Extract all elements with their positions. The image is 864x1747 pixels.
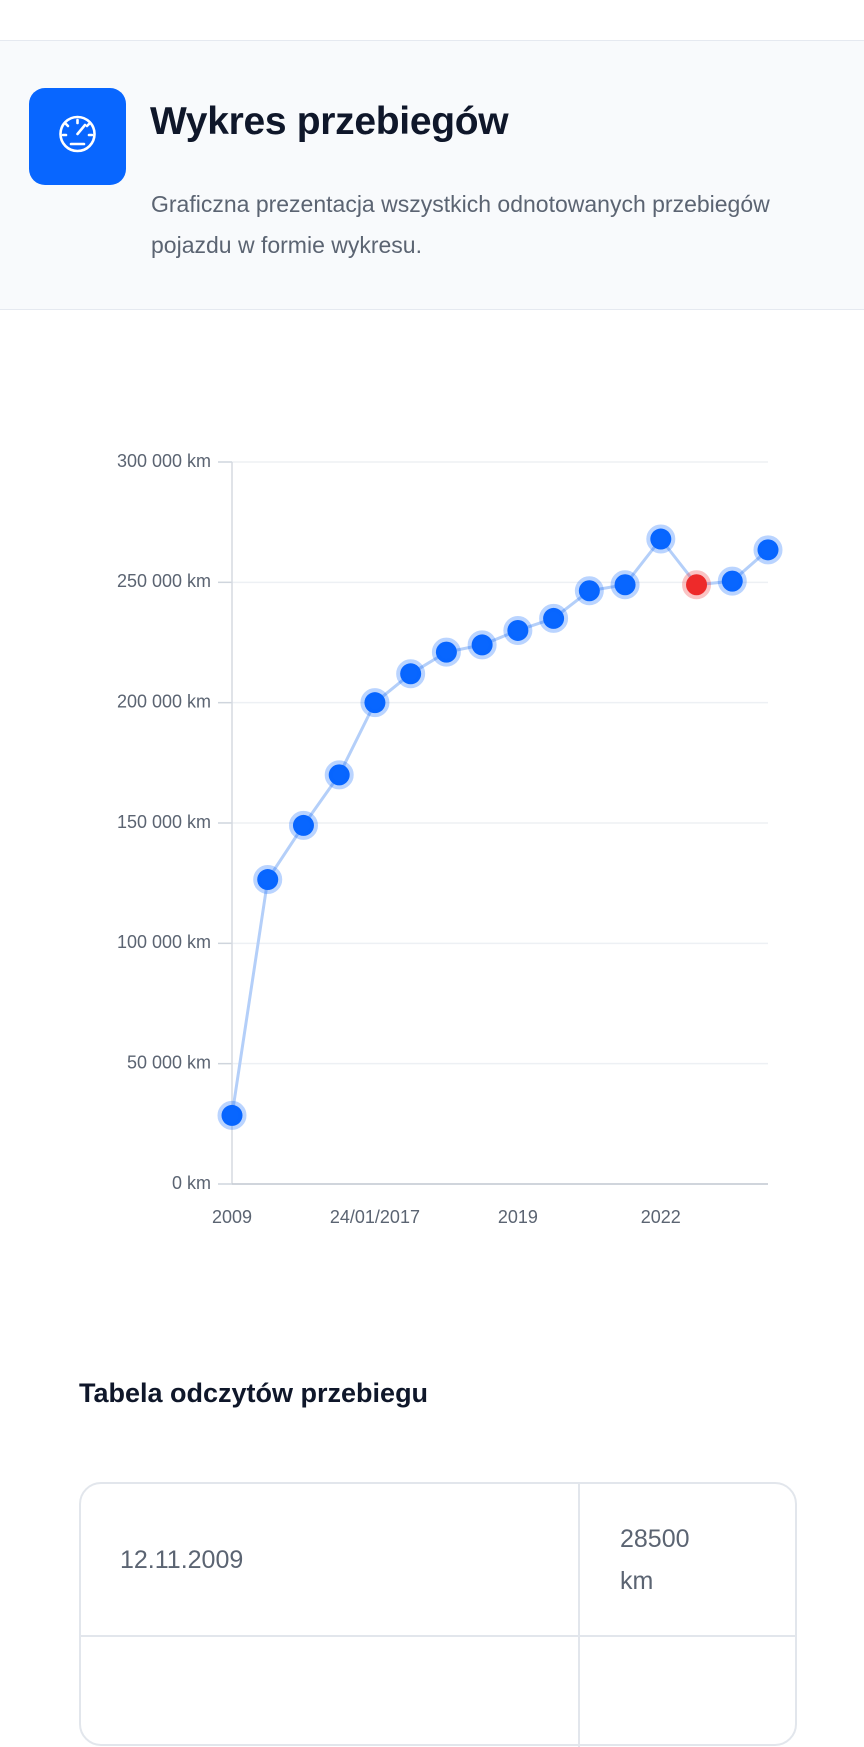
table-cell: 12.11.2009 xyxy=(81,1484,580,1637)
data-point xyxy=(503,615,533,645)
data-point xyxy=(717,566,747,596)
table-title: Tabela odczytów przebiegu xyxy=(79,1378,429,1408)
table-cell xyxy=(81,1637,580,1747)
x-tick-label: 2019 xyxy=(498,1207,538,1227)
data-point xyxy=(360,688,390,718)
speedometer-icon xyxy=(59,115,96,153)
chart: 0 km 50 000 km 100 000 km 150 000 km 200 000… xyxy=(117,451,783,1227)
data-point xyxy=(288,810,318,840)
line xyxy=(230,536,769,1116)
y-tick-label: 150 000 km xyxy=(117,812,211,832)
data-point xyxy=(217,1100,247,1130)
x-tick-label: 2022 xyxy=(641,1207,681,1227)
y-tick-label: 200 000 km xyxy=(117,691,211,711)
y-tick-label: 0 km xyxy=(172,1173,211,1193)
data-point xyxy=(324,760,354,790)
data-point xyxy=(646,524,676,554)
date: 12.11.2009 xyxy=(120,1546,244,1574)
header xyxy=(0,40,864,310)
data-point xyxy=(753,535,783,565)
subtitle: Graficzna prezentacja wszystkich odnotow… xyxy=(151,191,770,258)
data-point xyxy=(539,603,569,633)
x-tick-label: 24/01/2017 xyxy=(330,1207,420,1227)
data-point xyxy=(431,637,461,667)
table: 12.11.2009 28500 km xyxy=(79,1482,797,1747)
icon xyxy=(29,88,126,185)
mileage: 28500 km xyxy=(620,1525,690,1595)
title: Wykres przebiegów xyxy=(150,100,509,143)
data-point xyxy=(610,570,640,600)
data-point xyxy=(682,570,712,600)
data-point xyxy=(253,865,283,895)
data-point xyxy=(396,659,426,689)
y-tick-label: 250 000 km xyxy=(117,571,211,591)
table-cell: 28500 km xyxy=(580,1484,795,1637)
y-tick-label: 100 000 km xyxy=(117,932,211,952)
y-tick-label: 50 000 km xyxy=(127,1052,211,1072)
y-tick-label: 300 000 km xyxy=(117,451,211,471)
data-point xyxy=(467,630,497,660)
x-tick-label: 2009 xyxy=(212,1207,252,1227)
data-point xyxy=(574,576,604,606)
page: {"header":{"title":"Wykres przebiegów","… xyxy=(0,40,864,1747)
